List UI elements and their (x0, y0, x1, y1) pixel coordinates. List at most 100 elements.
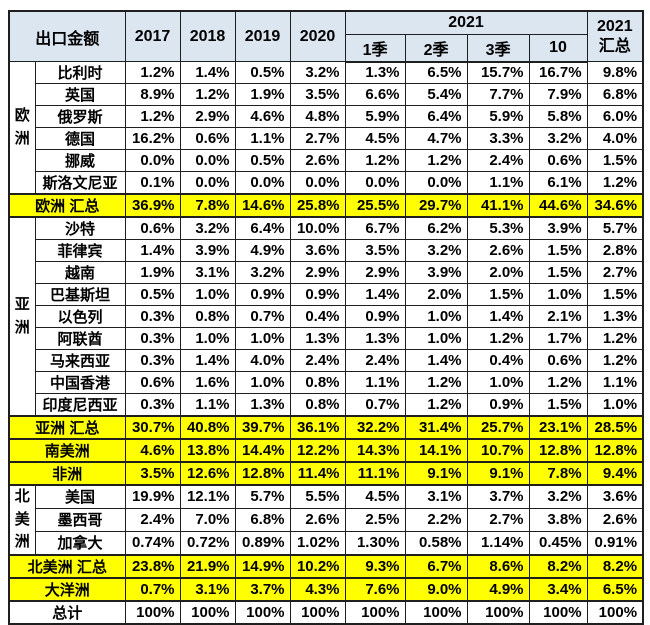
export-share-table: 出口金额 2017 2018 2019 2020 2021 2021 汇总 1季… (8, 10, 645, 625)
table-header: 出口金额 2017 2018 2019 2020 2021 2021 汇总 1季… (8, 10, 644, 63)
value-cell: 14.6% (234, 193, 291, 218)
value-cell: 100% (179, 599, 236, 624)
value-cell: 1.4% (179, 61, 236, 84)
value-cell: 2.7% (586, 261, 644, 284)
value-cell: 12.8% (234, 461, 291, 486)
table-row: 欧洲 汇总 36.9% 7.8% 14.6% 25.8% 25.5% 29.7% 41.1% 4… (8, 193, 644, 218)
value-cell: 1.2% (124, 105, 181, 128)
table-row: 俄罗斯 1.2% 2.9% 4.6% 4.8% 5.9% 6.4% 5.9% 5.8% 6.0% (9, 105, 644, 128)
value-cell: 6.1% (528, 171, 588, 195)
value-cell: 2.4% (344, 349, 406, 372)
value-cell: 100% (344, 599, 406, 624)
value-cell: 14.3% (344, 438, 406, 463)
value-cell: 10.7% (466, 438, 530, 463)
row-label: 阿联酋 (34, 327, 126, 350)
value-cell: 3.2% (289, 61, 346, 84)
value-cell: 3.9% (179, 239, 236, 262)
table-row: 南美洲 4.6% 13.8% 14.4% 12.2% 14.3% 14.1% 10.7% 12.… (8, 438, 644, 463)
value-cell: 30.7% (124, 415, 181, 440)
table-row: 北美洲 汇总 23.8% 21.9% 14.9% 10.2% 9.3% 6.7% 8.6% 8.… (8, 553, 644, 579)
table-row: 欧 洲比利时 1.2% 1.4% 0.5% 3.2% 1.3% 6.5% 15.7% 16.7%… (8, 61, 644, 195)
value-cell: 5.9% (344, 105, 406, 128)
value-cell: 1.5% (586, 149, 644, 172)
value-cell: 28.5% (586, 415, 644, 440)
export-share-table-container: 出口金额 2017 2018 2019 2020 2021 2021 汇总 1季… (8, 10, 645, 625)
value-cell: 0.72% (179, 530, 236, 556)
row-label: 挪威 (34, 149, 126, 172)
value-cell: 6.8% (234, 507, 291, 532)
value-cell: 1.5% (528, 261, 588, 284)
value-cell: 1.2% (586, 349, 644, 372)
table-row: 亚 洲沙特 0.6% 3.2% 6.4% 10.0% 6.7% 6.2% 5.3% 3.9% 5.… (8, 216, 644, 417)
value-cell: 19.9% (124, 484, 181, 509)
value-cell: 5.7% (586, 216, 644, 240)
value-cell: 16.2% (124, 127, 181, 150)
value-cell: 1.02% (289, 530, 346, 556)
value-cell: 100% (466, 599, 530, 624)
value-cell: 0.5% (124, 283, 181, 306)
table-row: 以色列 0.3% 0.8% 0.7% 0.4% 0.9% 1.0% 1.4% 2.1% 1.3% (9, 305, 644, 328)
value-cell: 100% (124, 599, 181, 624)
row-label: 总计 (8, 599, 126, 624)
value-cell: 6.6% (344, 83, 406, 106)
value-cell: 14.9% (234, 553, 291, 579)
table-row: 阿联酋 0.3% 1.0% 1.0% 1.3% 1.3% 1.0% 1.2% 1.7% 1.2% (9, 327, 644, 350)
value-cell: 0.6% (124, 371, 181, 394)
value-cell: 3.1% (179, 261, 236, 284)
value-cell: 7.6% (344, 576, 406, 602)
value-cell: 9.1% (404, 461, 468, 486)
col-header-2021-total-line2: 汇总 (598, 37, 631, 55)
value-cell: 0.7% (344, 393, 406, 417)
value-cell: 1.0% (234, 327, 291, 350)
value-cell: 8.6% (466, 553, 530, 579)
row-label: 德国 (34, 127, 126, 150)
row-label: 美国 (34, 484, 126, 509)
value-cell: 1.5% (466, 283, 530, 306)
row-label: 南美洲 (8, 438, 126, 463)
value-cell: 3.7% (466, 484, 530, 509)
value-cell: 10.0% (289, 216, 346, 240)
value-cell: 0.45% (528, 530, 588, 556)
value-cell: 6.7% (344, 216, 406, 240)
value-cell: 2.4% (289, 349, 346, 372)
value-cell: 36.1% (289, 415, 346, 440)
value-cell: 2.6% (466, 239, 530, 262)
value-cell: 0.3% (124, 349, 181, 372)
value-cell: 1.0% (466, 371, 530, 394)
value-cell: 0.74% (124, 530, 181, 556)
value-cell: 0.0% (124, 149, 181, 172)
value-cell: 2.0% (466, 261, 530, 284)
value-cell: 6.4% (234, 216, 291, 240)
col-header-2020: 2020 (289, 10, 346, 62)
value-cell: 1.1% (586, 371, 644, 394)
row-label: 菲律宾 (34, 239, 126, 262)
value-cell: 8.2% (586, 553, 644, 579)
value-cell: 1.2% (466, 327, 530, 350)
value-cell: 1.6% (179, 371, 236, 394)
col-header-2021-group: 2021 (344, 10, 588, 35)
value-cell: 100% (586, 599, 644, 624)
value-cell: 1.9% (234, 83, 291, 106)
value-cell: 25.5% (344, 193, 406, 218)
value-cell: 0.5% (234, 61, 291, 84)
value-cell: 1.3% (344, 61, 406, 84)
value-cell: 2.6% (289, 507, 346, 532)
value-cell: 1.0% (528, 283, 588, 306)
value-cell: 0.3% (124, 327, 181, 350)
value-cell: 2.0% (404, 283, 468, 306)
table-row: 马来西亚 0.3% 1.4% 4.0% 2.4% 2.4% 1.4% 0.4% 0.6% 1.2% (9, 349, 644, 372)
value-cell: 9.4% (586, 461, 644, 486)
row-label: 北美洲 汇总 (8, 553, 126, 579)
col-header-2018: 2018 (179, 10, 236, 62)
value-cell: 1.2% (586, 171, 644, 195)
table-row: 英国 8.9% 1.2% 1.9% 3.5% 6.6% 5.4% 7.7% 7.9% 6.8% (9, 83, 644, 106)
value-cell: 2.6% (586, 507, 644, 532)
value-cell: 0.6% (179, 127, 236, 150)
value-cell: 2.9% (179, 105, 236, 128)
table-row: 斯洛文尼亚 0.1% 0.0% 0.0% 0.0% 0.0% 0.0% 1.1% 6.1% 1.2… (9, 171, 644, 195)
value-cell: 100% (289, 599, 346, 624)
value-cell: 2.9% (289, 261, 346, 284)
row-label: 马来西亚 (34, 349, 126, 372)
value-cell: 1.0% (179, 283, 236, 306)
value-cell: 0.89% (234, 530, 291, 556)
